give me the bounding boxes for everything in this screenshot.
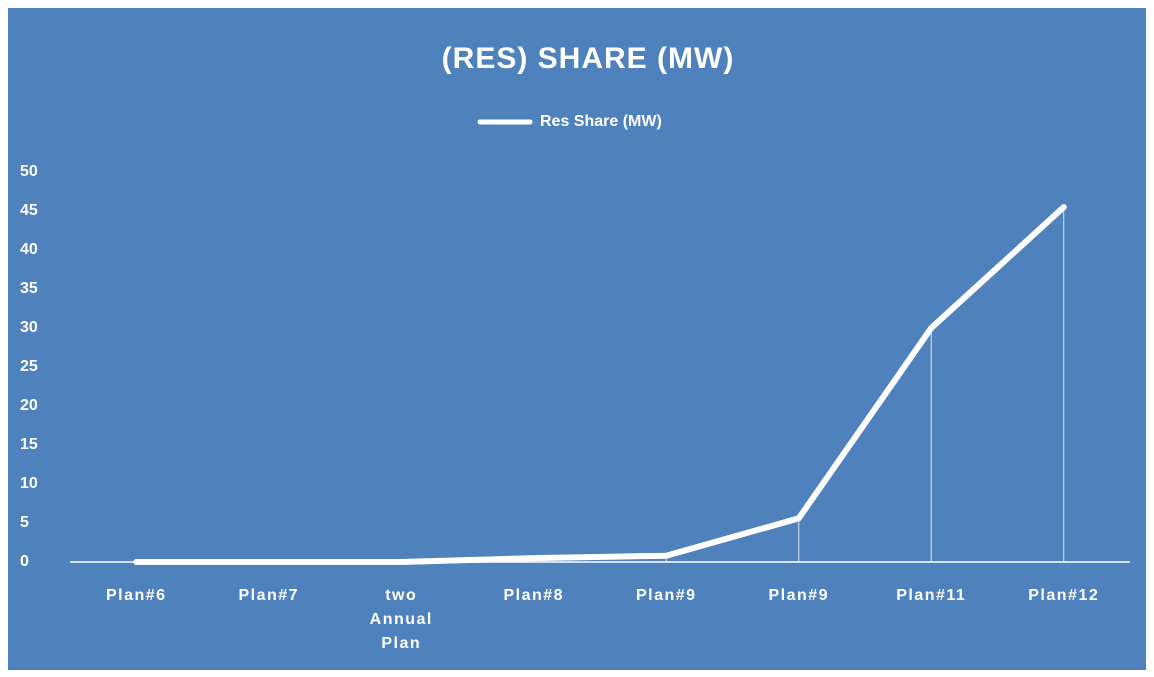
series-line <box>133 204 1067 565</box>
y-tick-label: 0 <box>20 553 29 570</box>
y-tick-label: 20 <box>20 397 38 414</box>
y-tick-label: 40 <box>20 241 38 258</box>
x-tick-label: Plan#9 <box>635 587 697 604</box>
x-tick-label: Plan#11 <box>896 587 967 604</box>
x-tick-label: Plan#9 <box>768 587 830 604</box>
y-tick-label: 35 <box>20 280 38 297</box>
legend-label: Res Share (MW) <box>540 113 662 130</box>
chart-panel: (RES) SHARE (MW) 0 5 10 15 20 25 30 35 40 45 50 Res… <box>8 8 1146 670</box>
chart-background <box>8 8 1146 670</box>
y-tick-label: 30 <box>20 319 38 336</box>
chart: (RES) SHARE (MW) 0 5 10 15 20 25 30 35 40 45 50 Res… <box>8 8 1146 670</box>
x-tick-label: Plan#6 <box>105 587 167 604</box>
x-tick-label: Plan#12 <box>1028 587 1100 604</box>
y-tick-label: 15 <box>20 436 38 453</box>
x-tick-label: Plan#8 <box>503 587 565 604</box>
x-tick-label: two Annual Plan <box>369 587 433 652</box>
y-tick-label: 10 <box>20 475 38 492</box>
y-tick-label: 50 <box>20 163 38 180</box>
chart-title: (RES) SHARE (MW) <box>442 42 735 75</box>
y-tick-label: 5 <box>20 514 29 531</box>
y-tick-label: 45 <box>20 202 38 219</box>
y-tick-label: 25 <box>20 358 38 375</box>
x-tick-label: Plan#7 <box>238 587 300 604</box>
